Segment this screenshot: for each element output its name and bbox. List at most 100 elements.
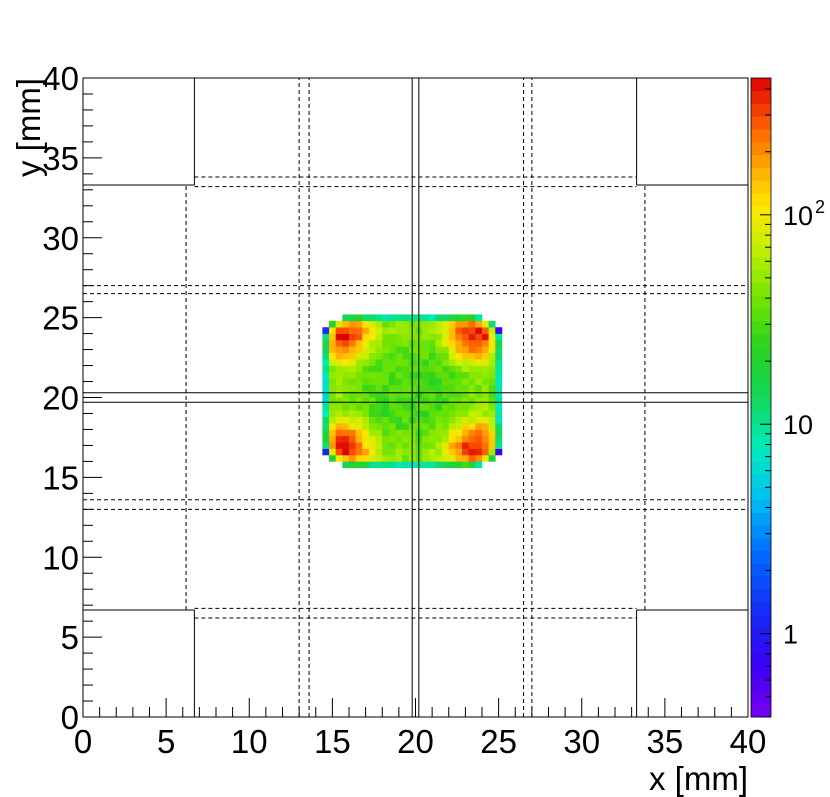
heatmap-cell xyxy=(368,378,376,386)
heatmap-cell xyxy=(388,410,396,417)
heatmap-cell xyxy=(495,416,503,424)
heatmap-cell xyxy=(462,320,469,328)
heatmap-cell xyxy=(455,429,463,437)
heatmap-cell xyxy=(368,314,376,322)
color-scale-label: 10 xyxy=(783,410,813,440)
y-tick-label: 20 xyxy=(42,380,79,417)
heatmap-cell xyxy=(482,391,489,398)
heatmap-cell xyxy=(388,352,396,360)
heatmap-cell xyxy=(468,371,476,379)
heatmap-cell xyxy=(329,339,336,347)
heatmap-cell xyxy=(402,365,410,373)
heatmap-cell xyxy=(475,429,483,437)
heatmap-cell xyxy=(455,391,463,398)
heatmap-cell xyxy=(422,359,430,366)
heatmap-cell xyxy=(349,320,356,328)
heatmap-cell xyxy=(355,391,363,398)
color-scale-band xyxy=(751,282,771,296)
heatmap-cell xyxy=(322,359,330,366)
heatmap-cell xyxy=(368,339,376,347)
heatmap-cell xyxy=(329,384,336,392)
heatmap-cell xyxy=(355,442,363,449)
heatmap-cell xyxy=(442,397,450,405)
heatmap-cell xyxy=(422,371,430,379)
heatmap-cell xyxy=(329,352,336,360)
heatmap-cell xyxy=(495,391,503,398)
color-scale-band xyxy=(751,563,771,577)
heatmap-cell xyxy=(388,448,396,456)
x-tick-label: 25 xyxy=(480,723,517,760)
color-scale-band xyxy=(751,218,771,232)
heatmap-cell xyxy=(468,448,476,456)
heatmap-cell xyxy=(368,391,376,398)
color-scale-band xyxy=(751,423,771,437)
heatmap-cell xyxy=(395,314,403,322)
heatmap-cell xyxy=(495,333,503,341)
color-scale-band xyxy=(751,78,771,92)
y-tick-label: 15 xyxy=(42,459,79,496)
heatmap-cell xyxy=(475,333,483,341)
heatmap-cell xyxy=(368,320,376,328)
heatmap-cell xyxy=(402,346,410,354)
heatmap-cell xyxy=(382,327,390,334)
heatmap-cell xyxy=(435,442,443,449)
heatmap-cell xyxy=(395,384,403,392)
heatmap-cell xyxy=(488,423,496,430)
heatmap-cell xyxy=(448,455,456,462)
heatmap-cell xyxy=(488,416,496,424)
color-scale-label-exponent: 2 xyxy=(815,197,825,217)
heatmap-cell xyxy=(362,423,370,430)
heatmap-cell xyxy=(335,371,343,379)
heatmap-cell xyxy=(375,416,383,424)
heatmap-cell xyxy=(422,455,430,462)
x-tick-label: 40 xyxy=(730,723,767,760)
heatmap-cell xyxy=(362,429,370,437)
color-scale-label: 10 xyxy=(783,201,813,231)
heatmap-cell xyxy=(342,416,350,424)
heatmap-cell xyxy=(335,320,343,328)
heatmap-cell xyxy=(355,448,363,456)
heatmap-cell xyxy=(482,423,489,430)
heatmap-cell xyxy=(442,435,450,443)
heatmap-cell xyxy=(422,416,430,424)
heatmap-cell xyxy=(428,327,436,334)
heatmap-cell xyxy=(342,346,350,354)
heatmap-cell xyxy=(349,410,356,417)
heatmap-cell xyxy=(462,378,469,386)
heatmap-cell xyxy=(495,423,503,430)
heatmap-cell xyxy=(442,346,450,354)
heatmap-cell xyxy=(329,455,336,462)
heatmap-cell xyxy=(335,333,343,341)
heatmap-cell xyxy=(468,391,476,398)
heatmap-cell xyxy=(455,365,463,373)
heatmap-cell xyxy=(442,365,450,373)
color-scale-band xyxy=(751,397,771,411)
heatmap-cell xyxy=(355,410,363,417)
x-tick-label: 0 xyxy=(74,723,92,760)
heatmap-cell xyxy=(448,339,456,347)
heatmap-cell xyxy=(382,333,390,341)
color-scale-band xyxy=(751,474,771,488)
color-scale-band xyxy=(751,180,771,194)
heatmap-cell xyxy=(422,435,430,443)
x-axis-title: x [mm] xyxy=(649,760,748,797)
heatmap-cell xyxy=(435,352,443,360)
heatmap-cell xyxy=(395,442,403,449)
heatmap-cell xyxy=(462,442,469,449)
heatmap-cell xyxy=(388,346,396,354)
heatmap-cell xyxy=(355,397,363,405)
heatmap-cell xyxy=(428,378,436,386)
heatmap-cell xyxy=(368,448,376,456)
y-tick-label: 10 xyxy=(42,539,79,576)
color-scale-band xyxy=(751,359,771,373)
heatmap-cell xyxy=(349,314,356,322)
heatmap-cell xyxy=(382,403,390,411)
heatmap-cell xyxy=(455,455,463,462)
heatmap-cell xyxy=(362,442,370,449)
heatmap-cell xyxy=(368,384,376,392)
heatmap-cell xyxy=(495,442,503,449)
y-tick-label: 35 xyxy=(42,140,79,177)
heatmap-cell xyxy=(322,397,330,405)
heatmap-cell xyxy=(349,403,356,411)
heatmap-cell xyxy=(322,435,330,443)
